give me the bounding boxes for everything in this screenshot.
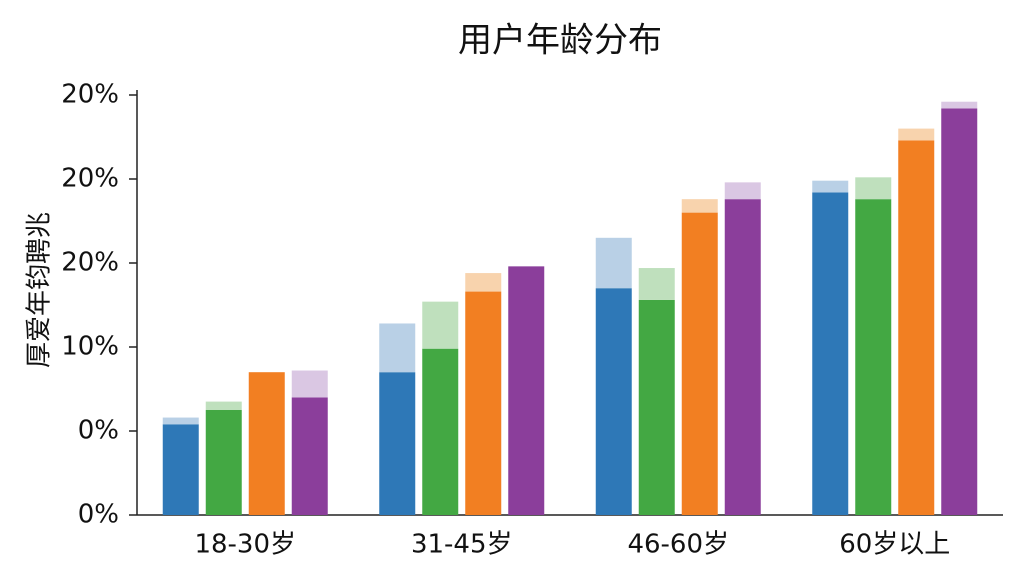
bar-extra [595,237,632,289]
bar [595,288,632,515]
bar-extra [465,273,502,292]
x-tick-label: 46-60岁 [627,530,729,560]
bar [248,372,285,515]
bar [638,299,675,515]
y-tick-label: 20% [61,80,119,110]
x-tick-label: 31-45岁 [411,530,513,560]
chart-title: 用户年龄分布 [458,21,662,61]
y-tick-label: 20% [61,248,119,278]
y-tick-label: 20% [61,164,119,194]
bar-extra [941,101,978,109]
bar [162,424,199,515]
bar [855,199,892,515]
x-tick-label: 18-30岁 [194,530,296,560]
bar [291,397,328,515]
y-tick-label: 0% [78,500,119,530]
bar-extra [205,401,242,410]
bar [205,410,242,515]
bar-extra [898,128,935,141]
bar-extra [855,177,892,200]
bar [508,266,545,515]
bar [379,372,416,515]
y-tick-label: 10% [61,332,119,362]
bar [724,199,761,515]
x-tick-label: 60岁以上 [839,530,950,560]
bar-extra [162,417,199,425]
bar-extra [291,370,328,398]
bar [812,192,849,515]
bar [898,140,935,516]
bar-extra [422,301,459,349]
bar-extra [379,323,416,373]
bar [681,212,718,515]
bar-extra [638,268,675,300]
y-tick-label: 0% [78,416,119,446]
y-axis-label: 厚爱年钧聘兆 [25,212,55,368]
bar [422,348,459,515]
bar-extra [724,182,761,200]
bar [465,291,502,515]
bar-extra [681,199,718,213]
bar [941,108,978,515]
bar-extra [812,180,849,193]
